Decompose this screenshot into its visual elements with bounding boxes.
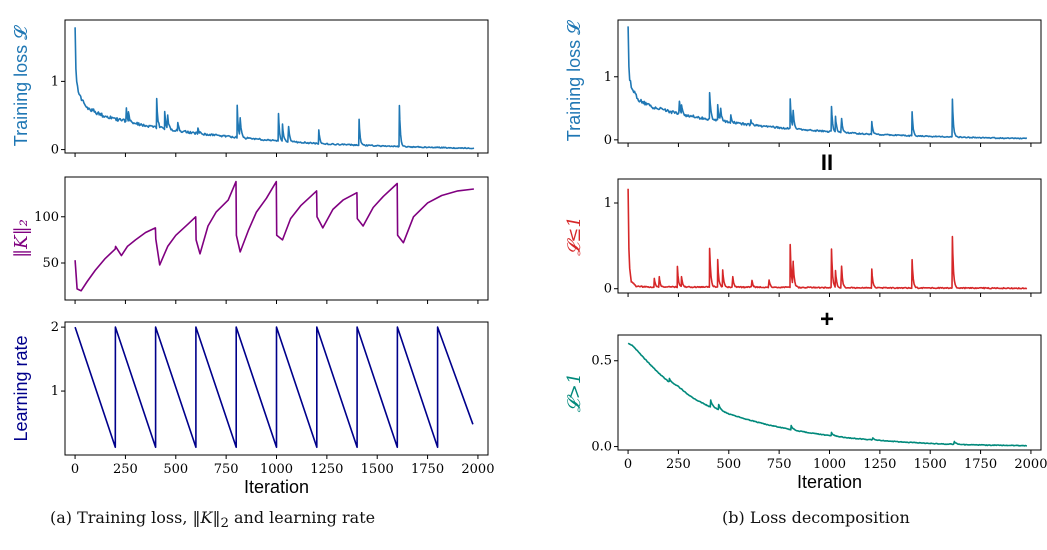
axes-frame-b-gt1 (617, 334, 1042, 451)
y-tick-label: 0 (604, 282, 612, 297)
x-tick-label: 1750 (964, 457, 997, 472)
caption-a-suffix: and learning rate (228, 508, 376, 527)
y-tick-label: 0.0 (591, 440, 612, 455)
x-tick-label: 0 (624, 457, 632, 472)
y-axis-label: Training loss 𝓛 (11, 25, 31, 146)
axes-frame-a-loss (64, 19, 489, 154)
chart-b-loss: 0 1 Training loss 𝓛 (564, 19, 1042, 148)
x-tick-label: 0 (71, 462, 79, 477)
caption-a-prefix: (a) Training loss, (50, 508, 193, 527)
caption-a-subscript: 2 (220, 516, 229, 532)
x-tick-label: 750 (767, 457, 792, 472)
series-line-a-loss (74, 27, 475, 150)
x-tick-label: 2000 (1014, 457, 1047, 472)
axes-frame-b-le1 (617, 178, 1042, 294)
axes-frame-b-loss (617, 19, 1042, 144)
y-tick-label: 1 (51, 384, 59, 399)
y-tick-label: 50 (42, 256, 59, 271)
chart-b-le1: 0 1 𝓛≤1 (564, 178, 1042, 297)
equals-operator: II (821, 150, 833, 175)
series-line-a-lr (74, 326, 474, 449)
y-tick-label: 100 (34, 210, 59, 225)
chart-b-gt1: 0.0 0.5 0 250 500 750 1000 1250 1500 1750 2000 Iter… (564, 334, 1047, 492)
caption-b: (b) Loss decomposition (722, 508, 910, 527)
chart-a-lr: 1 2 0 250 500 750 1000 1250 1500 1750 2000 Iteratio… (11, 320, 494, 497)
caption-a: (a) Training loss, ‖K‖2 and learning rat… (50, 508, 375, 531)
x-tick-label: 1500 (914, 457, 947, 472)
series-line-a-knorm (74, 180, 474, 292)
y-tick-label: 0.5 (591, 354, 612, 369)
x-axis-label: Iteration (797, 472, 862, 492)
x-tick-label: 1000 (813, 457, 846, 472)
series-line-b-loss (627, 26, 1028, 140)
series-line-b-gt1 (627, 342, 1028, 447)
x-axis-label: Iteration (244, 477, 309, 497)
x-tick-label: 750 (214, 462, 239, 477)
x-tick-label: 1000 (260, 462, 293, 477)
x-tick-label: 2000 (461, 462, 494, 477)
chart-a-knorm: 50 100‖K‖₂ (11, 176, 489, 304)
x-tick-label: 250 (113, 462, 138, 477)
y-tick-label: 1 (604, 70, 612, 85)
x-tick-label: 1250 (310, 462, 343, 477)
caption-a-symbol: ‖K‖ (192, 508, 221, 527)
y-axis-label: Learning rate (11, 335, 31, 441)
y-axis-label: Training loss 𝓛 (564, 20, 584, 141)
x-tick-label: 1500 (361, 462, 394, 477)
x-tick-label: 250 (666, 457, 691, 472)
y-axis-label: ‖K‖₂ (11, 219, 32, 258)
y-axis-label: 𝓛≤1 (564, 216, 585, 256)
plus-operator: + (820, 306, 834, 333)
y-tick-label: 0 (604, 133, 612, 148)
x-tick-label: 1750 (411, 462, 444, 477)
y-tick-label: 1 (51, 74, 59, 89)
x-tick-label: 1250 (863, 457, 896, 472)
chart-a-loss: 0 1 Training loss 𝓛 (11, 19, 489, 158)
y-tick-label: 1 (604, 196, 612, 211)
x-tick-label: 500 (716, 457, 741, 472)
series-line-b-le1 (627, 188, 1028, 290)
y-axis-label: 𝓛>1 (564, 373, 585, 413)
y-tick-label: 2 (51, 320, 59, 335)
y-tick-label: 0 (51, 143, 59, 158)
x-tick-label: 500 (163, 462, 188, 477)
